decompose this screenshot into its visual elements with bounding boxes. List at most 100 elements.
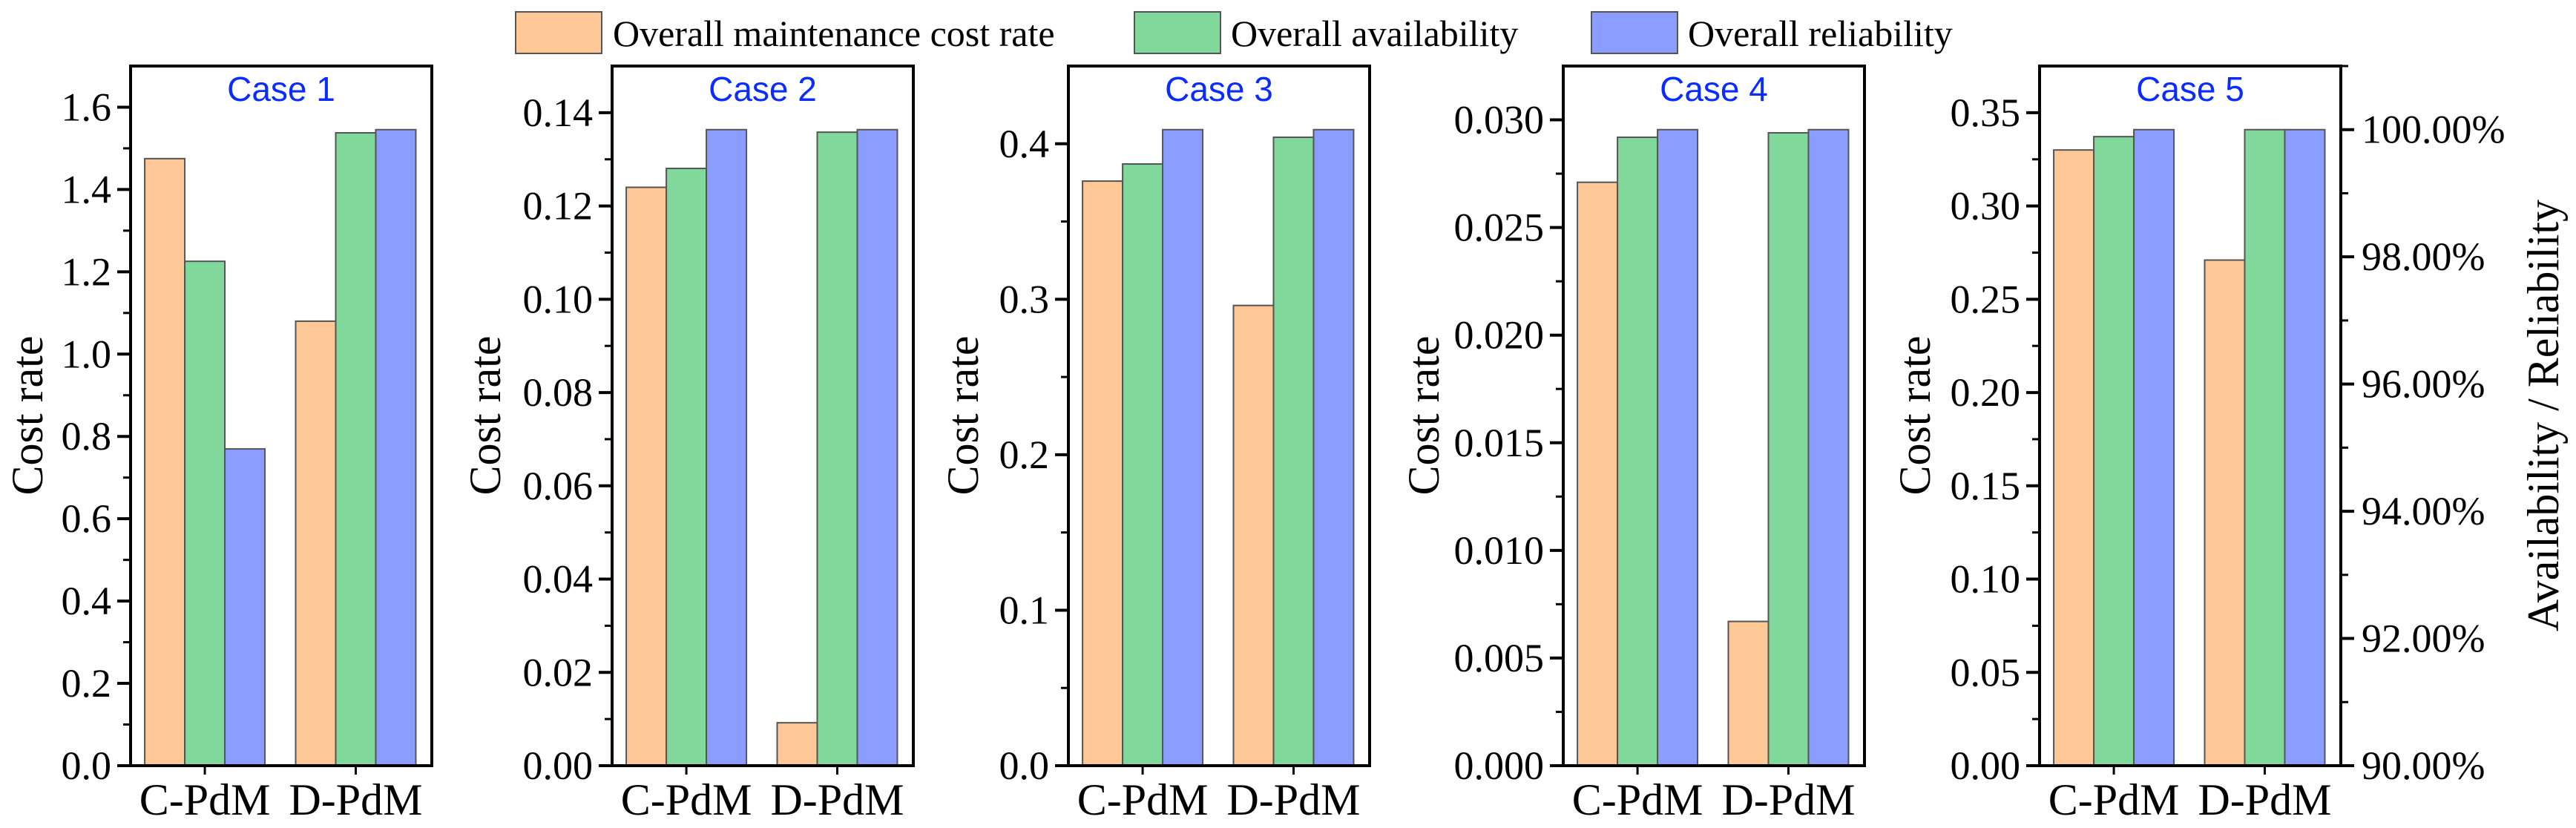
y-axis-title: Cost rate [1399,336,1448,496]
x-tick-label: C-PdM [2048,775,2180,824]
legend-label: Overall maintenance cost rate [613,13,1055,54]
legend-item: Overall reliability [1591,11,1953,54]
bar-availability-d-pdm [335,132,377,767]
y-tick-label: 0.020 [1454,313,1545,358]
plot-frame [1067,65,1371,767]
x-tick-label: D-PdM [770,775,904,824]
legend-swatch [1134,11,1221,54]
y-tick-label: 0.10 [523,277,594,321]
y-tick-label: 0.8 [62,414,112,459]
x-tick-label: C-PdM [1572,775,1703,824]
y-tick-label: 0.00 [1951,743,2021,788]
y2-tick-label: 90.00% [2362,743,2485,788]
y-tick-label: 0.00 [523,743,594,788]
y-tick-label: 0.12 [523,184,594,229]
y-tick-label: 0.6 [62,496,112,541]
y-tick-label: 1.0 [62,332,112,376]
y-tick-label: 0.025 [1454,206,1545,250]
bar-cost-rate-c-pdm [1577,181,1619,766]
y2-tick-label: 92.00% [2362,617,2485,661]
panel-case-1: C-PdM D-PdM 0.0 0.2 0.4 0.6 0.8 1.0 1.2 1.4 1.6 Cas… [3,65,433,824]
panel-case-5: C-PdM D-PdM 0.00 0.05 0.10 0.15 0.20 0.25 0.30 0.… [1890,65,2568,824]
bar-reliability-d-pdm [2284,128,2326,766]
y-tick-label: 1.4 [62,167,112,211]
bar-cost-rate-c-pdm [2053,149,2095,767]
bar-availability-c-pdm [1122,163,1164,766]
y-tick-label: 0.10 [1951,557,2021,602]
bar-cost-rate-d-pdm [1727,620,1770,766]
case-title: Case 3 [1165,70,1273,108]
y-tick-label: 0.15 [1951,464,2021,508]
bar-cost-rate-d-pdm [776,722,818,766]
y-tick-label: 0.02 [523,650,594,694]
y-tick-label: 0.05 [1951,650,2021,694]
bar-reliability-d-pdm [1312,128,1355,766]
y2-tick-label: 98.00% [2362,234,2485,279]
legend-item: Overall availability [1134,11,1518,54]
y-tick-label: 0.06 [523,464,594,508]
x-tick-label: C-PdM [1077,775,1209,824]
bar-reliability-d-pdm [375,128,417,766]
x-tick-label: D-PdM [2198,775,2331,824]
bar-availability-d-pdm [816,131,858,766]
y-tick-label: 0.2 [999,433,1050,477]
bar-reliability-c-pdm [1162,128,1204,766]
legend-item: Overall maintenance cost rate [515,11,1055,54]
y-tick-label: 0.0 [62,743,112,788]
y-tick-label: 0.25 [1951,277,2021,321]
panel-case-3: C-PdM D-PdM 0.0 0.1 0.2 0.3 0.4 Case 3 Cost rate [939,65,1371,824]
y-tick-label: 0.1 [999,588,1050,632]
y-tick-label: 0.4 [62,579,112,623]
y-tick-label: 0.030 [1454,98,1545,142]
bar-availability-d-pdm [2244,128,2286,766]
y-tick-label: 0.0 [999,743,1050,788]
y-tick-label: 1.2 [62,249,112,294]
legend-swatch [515,11,602,54]
bar-availability-c-pdm [1617,137,1659,767]
y-tick-label: 0.20 [1951,370,2021,415]
bar-cost-rate-d-pdm [2204,259,2246,766]
y-tick-label: 0.2 [62,661,112,706]
x-tick-label: C-PdM [621,775,752,824]
bar-reliability-c-pdm [224,448,266,766]
legend-label: Overall reliability [1688,13,1953,54]
panel-case-4: C-PdM D-PdM 0.000 0.005 0.010 0.015 0.020 0.025… [1399,65,1866,824]
y-tick-label: 0.000 [1454,743,1545,788]
y-tick-label: 1.6 [62,85,112,129]
x-tick-label: D-PdM [1226,775,1360,824]
y-axis-title: Cost rate [1890,336,1939,496]
y-tick-label: 0.04 [523,557,594,602]
bar-cost-rate-c-pdm [625,186,668,767]
y-axis-title: Cost rate [3,336,52,496]
case-title: Case 5 [2136,70,2244,108]
y-tick-label: 0.005 [1454,636,1545,680]
y-tick-label: 0.015 [1454,421,1545,465]
bar-cost-rate-c-pdm [1082,180,1124,766]
case-title: Case 2 [709,70,817,108]
bar-reliability-c-pdm [706,128,748,766]
y2-tick-label: 94.00% [2362,489,2485,533]
case-title: Case 1 [227,70,335,108]
legend-label: Overall availability [1231,13,1518,54]
case-title: Case 4 [1660,70,1768,108]
bar-cost-rate-d-pdm [295,320,337,766]
x-tick-label: D-PdM [289,775,422,824]
bar-cost-rate-c-pdm [144,157,186,766]
y-tick-label: 0.14 [523,91,594,135]
plot-frame [129,65,433,767]
plot-frame [611,65,915,767]
bar-availability-d-pdm [1272,137,1315,767]
bar-reliability-c-pdm [2133,128,2175,766]
bar-reliability-d-pdm [1807,128,1850,766]
y-tick-label: 0.3 [999,277,1050,321]
bar-availability-d-pdm [1767,132,1810,767]
legend-swatch [1591,11,1678,54]
y-axis-title: Cost rate [461,336,510,496]
y2-axis-title: Availability / Reliability [2519,200,2568,631]
bar-availability-c-pdm [2093,136,2135,766]
x-tick-label: D-PdM [1721,775,1855,824]
plot-frame [2038,65,2342,767]
x-tick-label: C-PdM [139,775,271,824]
panel-case-2: C-PdM D-PdM 0.00 0.02 0.04 0.06 0.08 0.10 0.12 0.… [461,65,915,824]
